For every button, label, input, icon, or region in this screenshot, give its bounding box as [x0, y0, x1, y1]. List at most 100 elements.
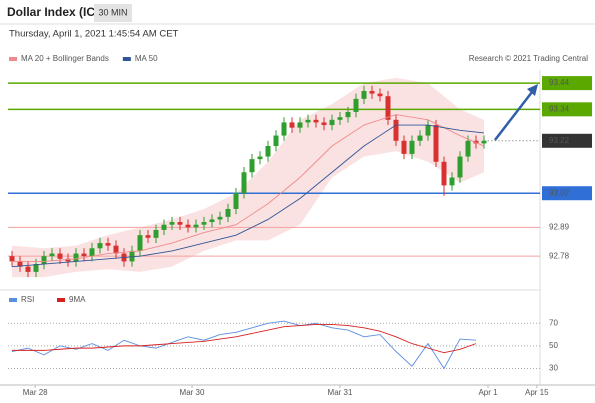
legend-label: 9MA — [69, 295, 86, 304]
level-box — [542, 76, 592, 91]
candle-body — [41, 256, 47, 265]
candle-body — [25, 266, 31, 272]
level-label: 92.89 — [549, 222, 570, 231]
candle-body — [33, 264, 39, 272]
ma-line — [12, 114, 485, 262]
candle-body — [265, 146, 271, 157]
level-label: 93.34 — [549, 104, 570, 113]
candle-body — [233, 193, 239, 209]
candle-body — [329, 119, 335, 126]
candle-body — [345, 111, 351, 118]
main-panel: MA 20 + Bollinger Bands MA 50 93.44 93.34 93… — [8, 54, 592, 397]
level-label: 93.02 — [549, 188, 570, 197]
legend-swatch — [9, 298, 17, 302]
interval-label[interactable]: 30 MIN — [98, 7, 127, 17]
interval-button[interactable] — [94, 4, 132, 22]
legend-swatch — [9, 57, 17, 61]
level-box — [542, 220, 592, 235]
candle-body — [97, 243, 103, 249]
candle-body — [153, 229, 159, 238]
y-tick-label: 50 — [549, 341, 558, 350]
forecast-arrow — [494, 91, 533, 141]
candle-body — [393, 119, 399, 141]
candle-body — [177, 222, 183, 225]
ma-line — [11, 124, 485, 268]
candle-body — [257, 156, 263, 160]
candle-body — [209, 219, 215, 223]
candle-body — [409, 140, 415, 154]
candle-body — [81, 253, 87, 257]
candle-body — [297, 122, 303, 128]
candle-body — [145, 235, 151, 238]
candle-body — [481, 140, 487, 144]
x-tick-label: Apr 15 — [525, 388, 549, 397]
indicator-line — [12, 323, 477, 354]
candle-body — [185, 224, 191, 228]
candle-body — [129, 250, 135, 262]
level-label: 93.22 — [549, 136, 570, 145]
candle-body — [385, 96, 391, 120]
candle-body — [377, 93, 383, 97]
legend-label: RSI — [21, 295, 34, 304]
timestamp: Thursday, April 1, 2021 1:45:54 AM CET — [9, 29, 179, 40]
candle-body — [457, 156, 463, 178]
candle-body — [105, 243, 111, 246]
candle-body — [217, 216, 223, 220]
level-box — [542, 249, 592, 264]
candle-body — [113, 245, 119, 254]
candle-body — [249, 159, 255, 173]
candle-body — [289, 122, 295, 128]
candle-body — [425, 125, 431, 136]
candle-body — [369, 90, 375, 94]
legend-label: MA 50 — [135, 54, 158, 63]
candle-body — [49, 253, 55, 257]
candle-body — [433, 125, 439, 162]
candle-body — [169, 222, 175, 225]
candle-body — [161, 224, 167, 230]
level-box — [542, 102, 592, 117]
x-tick-label: Mar 31 — [328, 388, 353, 397]
candle-body — [313, 119, 319, 123]
forecast-arrow-head — [527, 84, 538, 96]
candle-body — [441, 161, 447, 186]
candle-body — [9, 256, 15, 262]
y-tick-label: 30 — [549, 364, 558, 373]
candle-body — [361, 90, 367, 99]
candle-body — [417, 135, 423, 141]
candle-body — [57, 253, 63, 259]
credit: Research © 2021 Trading Central — [469, 54, 589, 63]
candle-body — [73, 253, 79, 262]
level-box — [542, 133, 592, 148]
y-tick-label: 70 — [549, 318, 558, 327]
level-label: 92.78 — [549, 251, 570, 260]
legend-swatch — [122, 57, 131, 61]
candle-body — [65, 258, 71, 262]
candle-body — [241, 172, 247, 194]
candle-body — [401, 140, 407, 154]
chart-title: Dollar Index (ICE) — [7, 5, 107, 19]
candle-body — [17, 261, 23, 267]
candle-body — [305, 119, 311, 123]
candle-body — [321, 122, 327, 126]
candle-body — [137, 235, 143, 251]
legend-label: MA 20 + Bollinger Bands — [21, 54, 109, 63]
candle-body — [89, 248, 95, 257]
candle-body — [353, 98, 359, 112]
candle-body — [201, 222, 207, 225]
candle-body — [273, 135, 279, 147]
legend-swatch — [57, 298, 65, 302]
level-box — [542, 186, 592, 201]
indicator-line — [11, 320, 477, 370]
level-label: 93.44 — [549, 78, 570, 87]
candle-body — [465, 140, 471, 157]
bollinger-band — [12, 77, 484, 278]
candle-body — [193, 224, 199, 228]
x-tick-label: Mar 28 — [23, 388, 48, 397]
candle-body — [449, 177, 455, 186]
candle-body — [225, 208, 231, 217]
candle-body — [337, 117, 343, 120]
x-tick-label: Apr 1 — [478, 388, 498, 397]
